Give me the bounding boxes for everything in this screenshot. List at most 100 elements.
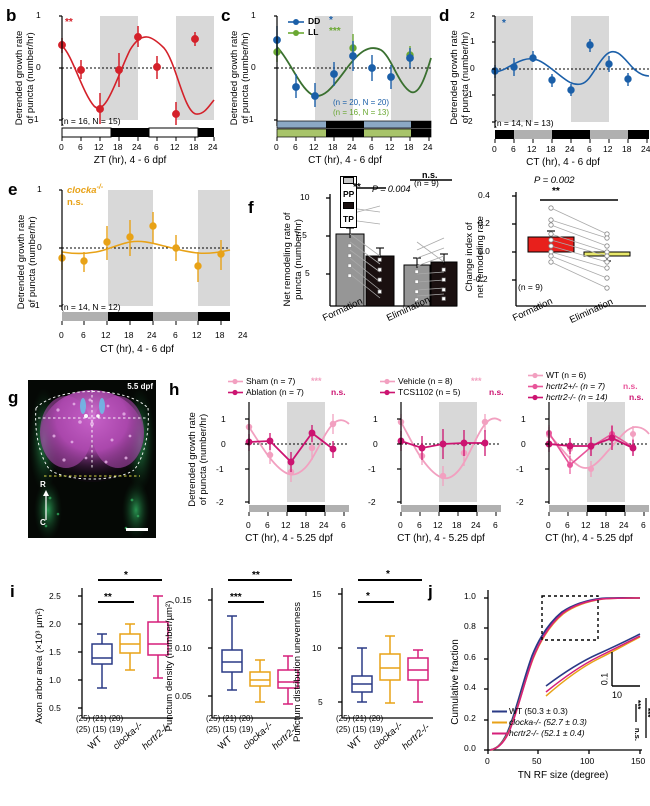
j-ytick-00: 0.0 bbox=[464, 743, 476, 753]
xtick: 0 bbox=[492, 144, 497, 154]
count: (19) bbox=[238, 725, 254, 734]
xtick: 12 bbox=[101, 330, 111, 340]
h1-xlabel: CT (hr), 4 - 5.25 dpf bbox=[245, 533, 333, 544]
count: (21) bbox=[92, 714, 107, 723]
hcrtr2-het-legend-label: hcrtr2+/- (n = 7) bbox=[546, 381, 606, 391]
xtick: 18 bbox=[300, 520, 310, 530]
xtick: 0 bbox=[546, 520, 551, 530]
ll-legend-sig: *** bbox=[329, 26, 341, 37]
i3-ytick-10: 10 bbox=[312, 643, 322, 653]
panel-f-right-plot bbox=[512, 192, 646, 307]
panel-c-label: c bbox=[221, 6, 231, 25]
i3-plot bbox=[338, 579, 433, 719]
count: (25) bbox=[76, 714, 91, 723]
tp-swatch bbox=[343, 202, 354, 209]
panel-d-xlabel: CT (hr), 4 - 6 dpf bbox=[526, 157, 600, 168]
panel-d-ytick-m2: -2 bbox=[465, 116, 473, 126]
panel-f-left-ytick-10: 10 bbox=[300, 192, 310, 202]
xtick: 6 bbox=[265, 520, 270, 530]
j-xtick-100: 100 bbox=[580, 756, 595, 766]
panel-c-ytick-0: 0 bbox=[251, 62, 256, 72]
j-wt-marker bbox=[492, 710, 507, 713]
panel-e-ytick-1: 1 bbox=[37, 184, 42, 194]
xtick: 18 bbox=[404, 142, 414, 152]
panel-b-plot bbox=[58, 15, 215, 141]
pp-legend-label: PP bbox=[343, 189, 355, 199]
count: (25) bbox=[336, 714, 351, 723]
h1-plot bbox=[245, 402, 350, 516]
hcrtr2-het-legend-sig: n.s. bbox=[623, 381, 638, 391]
panel-i-subplot-3: Punctum distribution unevenness bbox=[288, 556, 433, 806]
panel-b: b Detrended growth rate of puncta (numbe… bbox=[0, 0, 217, 170]
panel-f-right-ylabel: Change index of net remodeling rate bbox=[464, 197, 486, 317]
panel-e-genotype: clocka-/- bbox=[67, 184, 103, 196]
ylabel-text: Axon arbor area (×10³ µm²) bbox=[34, 608, 45, 724]
ll-legend-marker bbox=[288, 30, 304, 36]
i2-ytick-015: 0.15 bbox=[175, 595, 192, 605]
panel-c-xlabel: CT (hr), 4 - 6 dpf bbox=[308, 155, 382, 166]
i2-counts-row1: (25) (21) (20) bbox=[206, 714, 253, 723]
panel-f-left-ytick-5: 5 bbox=[305, 268, 310, 278]
i3-counts-row1: (25) (21) (20) bbox=[336, 714, 383, 723]
panel-f-left-n: (n = 9) bbox=[414, 178, 439, 188]
ylabel-line1: Detrended growth rate bbox=[16, 214, 27, 310]
sham-legend-sig: *** bbox=[311, 376, 322, 386]
i3-ytick-5: 5 bbox=[318, 697, 323, 707]
panel-d-label: d bbox=[439, 6, 450, 25]
panel-d-n-text: (n = 14, N = 13) bbox=[494, 118, 554, 128]
panel-e-plot bbox=[58, 189, 231, 325]
panel-d-ytick-2: 2 bbox=[470, 10, 475, 20]
i1-counts-row2: (25) (15) (19) bbox=[76, 725, 123, 734]
xtick: 18 bbox=[189, 142, 199, 152]
count: (15) bbox=[352, 725, 367, 734]
h3-ytick-m1: -1 bbox=[516, 464, 524, 474]
i1-plot bbox=[78, 579, 173, 719]
j-inset-scale-x: 10 bbox=[612, 690, 623, 700]
j-ytick-06: 0.6 bbox=[464, 652, 476, 662]
ylabel-line1: Net remodeling rate of bbox=[282, 212, 293, 307]
xtick: 6 bbox=[173, 330, 178, 340]
h2-ytick-m1: -1 bbox=[368, 464, 376, 474]
panel-f-pvalue1: P = 0.004 bbox=[372, 184, 411, 194]
j-hcrtr2-label: hcrtr2-/- (52.1 ± 0.4) bbox=[509, 728, 585, 738]
ylabel-text: Cumulative fraction bbox=[450, 639, 461, 725]
panel-f-left-ytick-75: 7.5 bbox=[295, 230, 307, 240]
count: (15) bbox=[222, 725, 237, 734]
ablation-legend-label: Ablation (n = 7) bbox=[246, 387, 304, 397]
ylabel-text: Punctum density (number/µm²) bbox=[164, 600, 175, 732]
xtick: 12 bbox=[192, 330, 202, 340]
ylabel-line2: of puncta (number/hr) bbox=[240, 32, 251, 124]
xtick: 24 bbox=[347, 142, 357, 152]
h1-ytick-0: 0 bbox=[221, 439, 226, 449]
panel-c: c Detrended growth rate of puncta (numbe… bbox=[215, 0, 433, 170]
xtick: 6 bbox=[154, 142, 159, 152]
hcrtr2-hom-legend-label: hcrtr2-/- (n = 14) bbox=[546, 392, 608, 402]
i1-ytick-20: 2.0 bbox=[49, 619, 61, 629]
panel-j: j Cumulative fraction 1.0 0.8 bbox=[420, 556, 650, 806]
xtick: 24 bbox=[319, 520, 329, 530]
xtick: 6 bbox=[641, 520, 646, 530]
panel-c-plot bbox=[273, 15, 432, 141]
panel-c-n-dd: (n = 20, N = 20) bbox=[333, 98, 390, 107]
j-inset-scale-y: 0.1 bbox=[599, 672, 610, 686]
panel-d-ytick-0: 0 bbox=[470, 63, 475, 73]
j-ytick-04: 0.4 bbox=[464, 682, 476, 692]
j-sig-stars-1: *** bbox=[633, 700, 642, 710]
panel-g-label: g bbox=[8, 388, 19, 407]
panel-f-right-ytick-02: 0.2 bbox=[478, 218, 490, 228]
vehicle-legend-sig: *** bbox=[471, 376, 482, 386]
count: (20) bbox=[108, 714, 124, 723]
i3-counts-row2: (25) (15) (19) bbox=[336, 725, 383, 734]
panel-e-n-text: (n = 14, N = 12) bbox=[61, 302, 121, 312]
xtick: 24 bbox=[132, 142, 142, 152]
count: (19) bbox=[368, 725, 384, 734]
xtick: 0 bbox=[246, 520, 251, 530]
panel-j-ylabel: Cumulative fraction bbox=[450, 612, 461, 752]
count: (25) bbox=[206, 725, 221, 734]
i2-ylabel: Punctum density (number/µm²) bbox=[164, 571, 175, 761]
count: (25) bbox=[336, 725, 351, 734]
h2-ytick-1: 1 bbox=[373, 414, 378, 424]
xtick: 18 bbox=[113, 142, 123, 152]
ylabel-line2: of puncta (number/hr) bbox=[27, 216, 38, 308]
i1-ytick-15: 1.5 bbox=[49, 647, 61, 657]
